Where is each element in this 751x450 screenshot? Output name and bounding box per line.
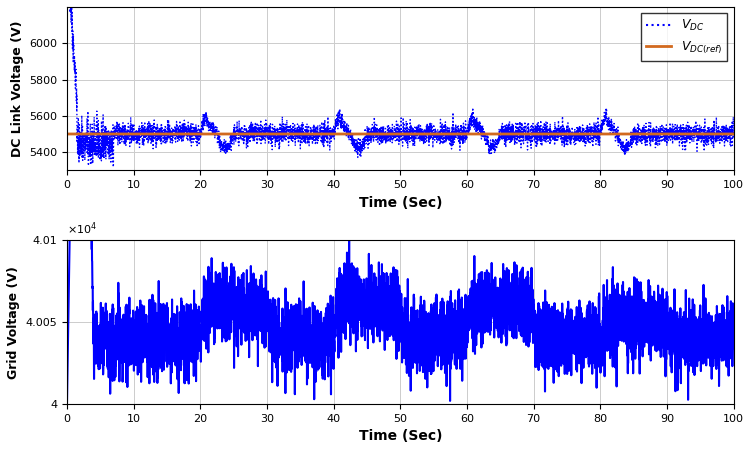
Legend: $V_{DC}$, $V_{DC(ref)}$: $V_{DC}$, $V_{DC(ref)}$ [641, 13, 727, 61]
X-axis label: Time (Sec): Time (Sec) [358, 196, 442, 210]
Text: $\times10^4$: $\times10^4$ [67, 220, 97, 237]
Y-axis label: DC Link Voltage (V): DC Link Voltage (V) [11, 20, 23, 157]
Y-axis label: Grid Voltage (V): Grid Voltage (V) [7, 266, 20, 378]
X-axis label: Time (Sec): Time (Sec) [358, 429, 442, 443]
